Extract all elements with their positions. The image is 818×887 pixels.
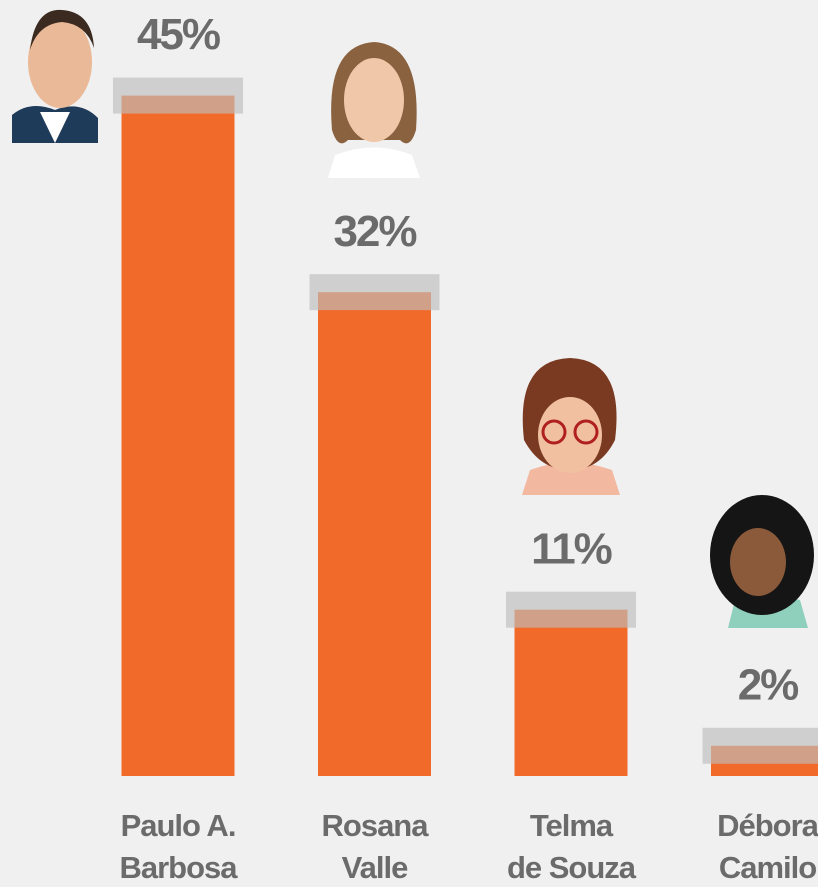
x-tick-label: Valle	[342, 850, 408, 885]
value-label: 32%	[333, 207, 416, 256]
portrait	[12, 9, 98, 143]
portrait	[328, 42, 420, 178]
portrait	[522, 358, 620, 495]
value-label: 2%	[738, 660, 798, 709]
value-label: 45%	[137, 10, 220, 59]
portraits	[12, 9, 814, 628]
x-tick-label: de Souza	[507, 850, 637, 885]
x-tick-label: Camilo	[719, 850, 816, 885]
bar-cap	[309, 274, 440, 311]
bar	[318, 292, 431, 776]
bar-cap	[702, 727, 818, 764]
portrait	[710, 495, 814, 628]
x-tick-label: Paulo A.	[121, 808, 236, 843]
bar-cap	[506, 591, 636, 628]
bar-cap	[113, 77, 243, 114]
bar	[121, 95, 235, 777]
x-tick-label: Rosana	[322, 808, 430, 843]
x-tick-label: Barbosa	[119, 850, 238, 885]
bar	[514, 609, 628, 776]
x-tick-label: Telma	[530, 808, 614, 843]
x-tick-label: Débora	[717, 808, 818, 843]
value-label: 11%	[531, 524, 612, 573]
